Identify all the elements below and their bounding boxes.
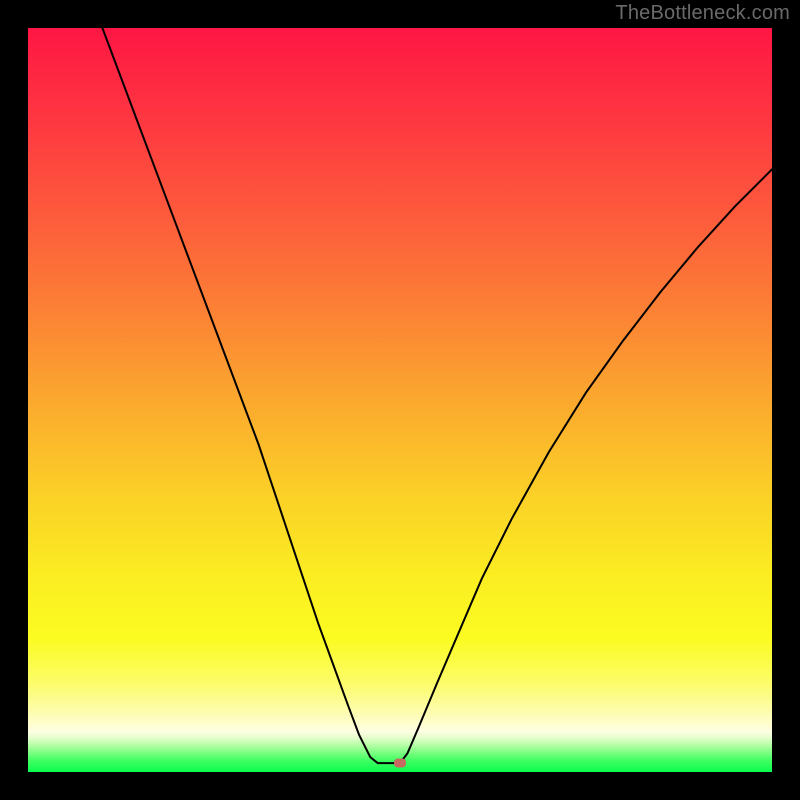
bottleneck-curve <box>102 28 772 763</box>
plot-area <box>28 28 772 772</box>
watermark-text: TheBottleneck.com <box>615 2 790 25</box>
optimal-marker <box>394 759 406 768</box>
curve-svg <box>28 28 772 772</box>
